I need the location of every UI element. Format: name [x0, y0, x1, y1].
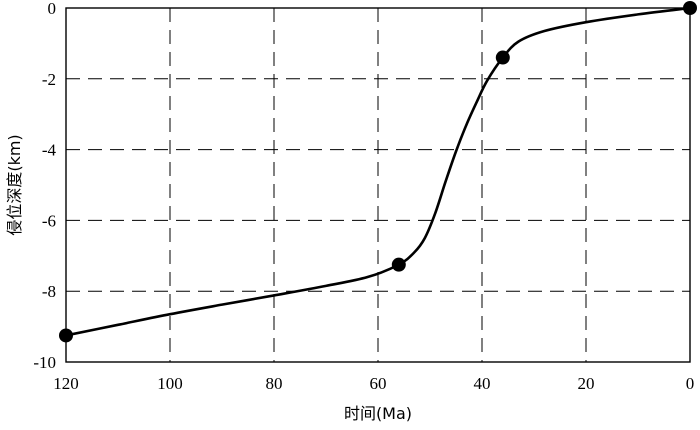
data-markers [59, 1, 697, 343]
x-tick-label: 20 [578, 374, 595, 393]
x-tick-label: 120 [53, 374, 79, 393]
x-axis-title: 时间(Ma) [344, 404, 412, 423]
plot-frame [65, 7, 691, 363]
y-tick-label: -4 [42, 141, 57, 160]
y-tick-label: 0 [48, 0, 57, 18]
data-point [391, 257, 406, 272]
data-point [683, 1, 697, 15]
x-tick-label: 100 [157, 374, 183, 393]
x-tick-label: 80 [266, 374, 283, 393]
x-tick-label: 40 [474, 374, 491, 393]
data-point [59, 328, 73, 343]
x-tick-label: 0 [686, 374, 695, 393]
data-point [495, 50, 510, 65]
y-axis-title: 侵位深度(km) [5, 134, 24, 235]
y-tick-label: -8 [42, 282, 56, 301]
x-tick-label: 60 [370, 374, 387, 393]
y-tick-label: -10 [33, 353, 56, 372]
tick-labels: 120 100 80 60 40 20 0 0 -2 -4 -6 -8 -10 [33, 0, 694, 393]
y-tick-label: -6 [42, 211, 56, 230]
y-tick-label: -2 [42, 70, 56, 89]
depth-curve [65, 6, 691, 337]
grid-lines [66, 8, 690, 362]
